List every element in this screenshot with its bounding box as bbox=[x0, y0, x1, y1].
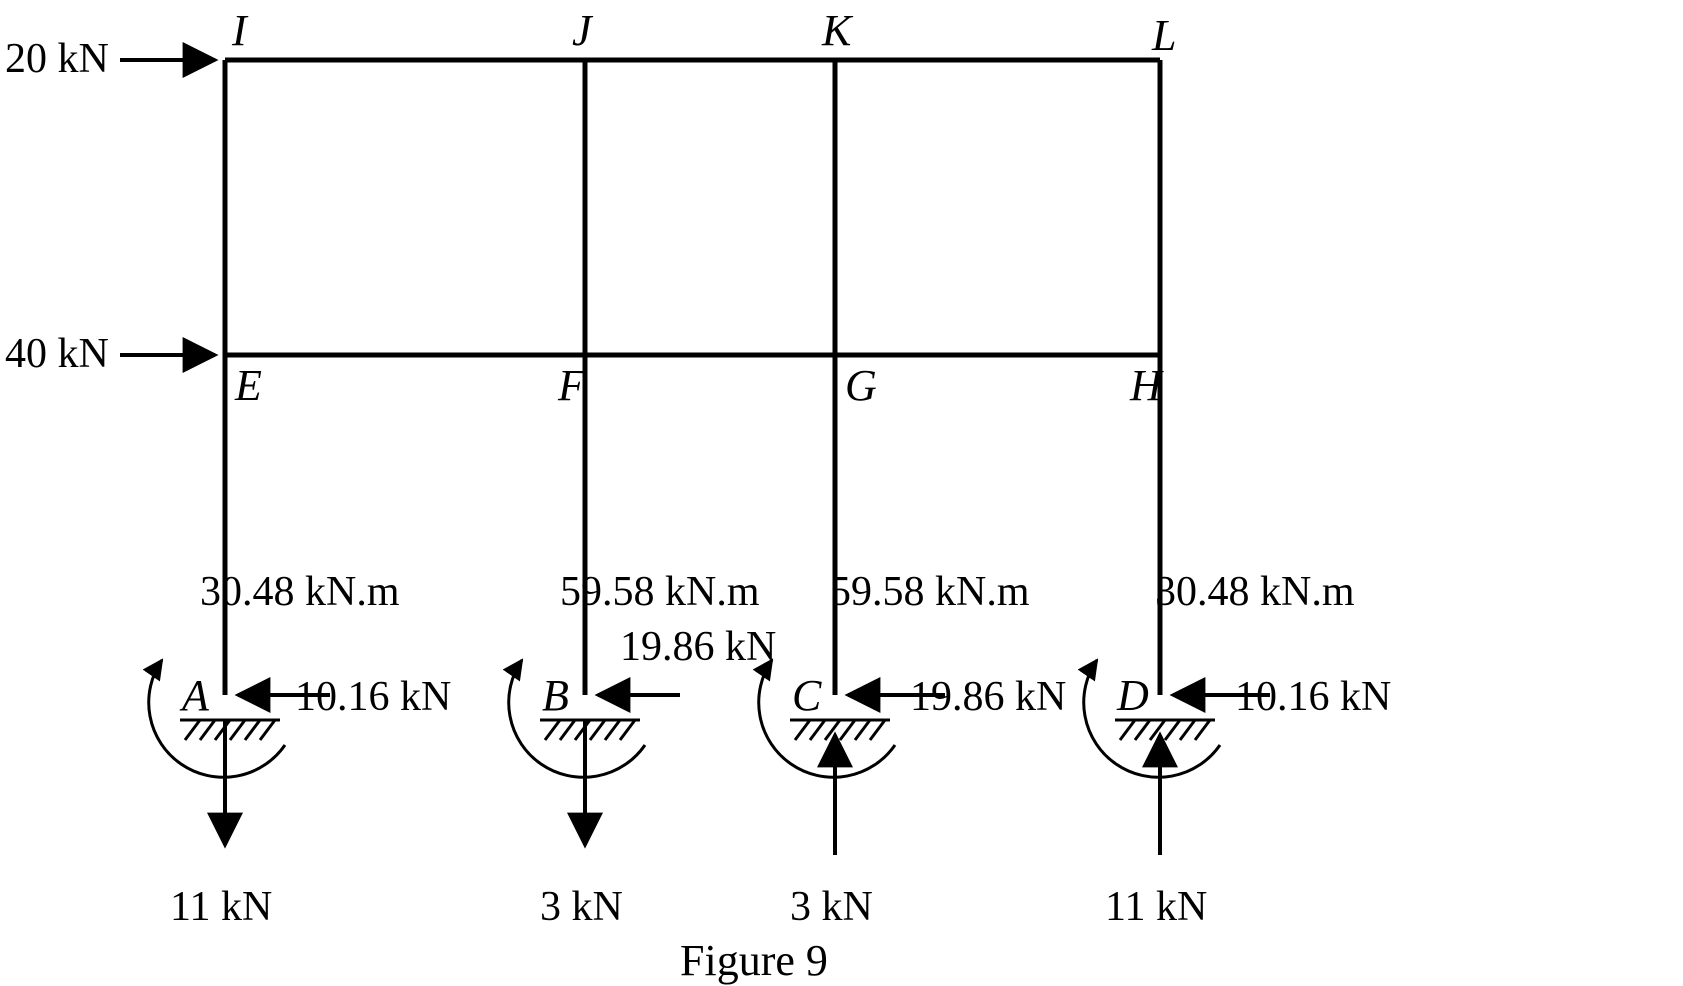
node-C: C bbox=[792, 671, 822, 720]
reaction-A: 30.48 kN.m 10.16 kN 11 kN bbox=[149, 569, 452, 930]
moment-label-A: 30.48 kN.m bbox=[200, 569, 400, 615]
node-B: B bbox=[542, 671, 569, 720]
load-label-mid: 40 kN bbox=[5, 331, 109, 377]
node-E: E bbox=[234, 361, 262, 410]
support-D bbox=[1115, 720, 1215, 740]
lateral-loads: 20 kN 40 kN bbox=[5, 36, 215, 377]
h-label-D: 10.16 kN bbox=[1235, 674, 1391, 720]
node-G: G bbox=[845, 361, 877, 410]
node-F: F bbox=[557, 361, 586, 410]
node-J: J bbox=[572, 6, 594, 55]
h-label-A: 10.16 kN bbox=[295, 674, 451, 720]
fixed-supports bbox=[180, 720, 1215, 740]
v-label-B: 3 kN bbox=[540, 884, 623, 930]
moment-label-B: 59.58 kN.m bbox=[560, 569, 760, 615]
support-A bbox=[180, 720, 280, 740]
v-label-C: 3 kN bbox=[790, 884, 873, 930]
reactions: 30.48 kN.m 10.16 kN 11 kN 59.58 kN.m 19.… bbox=[149, 569, 1392, 930]
figure-caption: Figure 9 bbox=[680, 936, 828, 985]
node-A: A bbox=[179, 671, 210, 720]
support-C bbox=[790, 720, 890, 740]
reaction-D: 30.48 kN.m 10.16 kN 11 kN bbox=[1084, 569, 1392, 930]
v-label-A: 11 kN bbox=[170, 884, 272, 930]
moment-label-C: 59.58 kN.m bbox=[830, 569, 1030, 615]
h-label-C: 19.86 kN bbox=[910, 674, 1066, 720]
node-I: I bbox=[231, 6, 249, 55]
node-K: K bbox=[821, 6, 854, 55]
node-D: D bbox=[1116, 671, 1149, 720]
reaction-C: 59.58 kN.m 19.86 kN 3 kN bbox=[759, 569, 1067, 930]
load-label-top: 20 kN bbox=[5, 36, 109, 82]
moment-label-D: 30.48 kN.m bbox=[1155, 569, 1355, 615]
node-L: L bbox=[1151, 11, 1176, 60]
reaction-B: 59.58 kN.m 19.86 kN 3 kN bbox=[509, 569, 777, 930]
h-label-B: 19.86 kN bbox=[620, 624, 776, 670]
node-H: H bbox=[1129, 361, 1164, 410]
v-label-D: 11 kN bbox=[1105, 884, 1207, 930]
support-B bbox=[540, 720, 640, 740]
frame-diagram: I J K L E F G H A B C D 20 kN 40 kN bbox=[0, 0, 1683, 986]
